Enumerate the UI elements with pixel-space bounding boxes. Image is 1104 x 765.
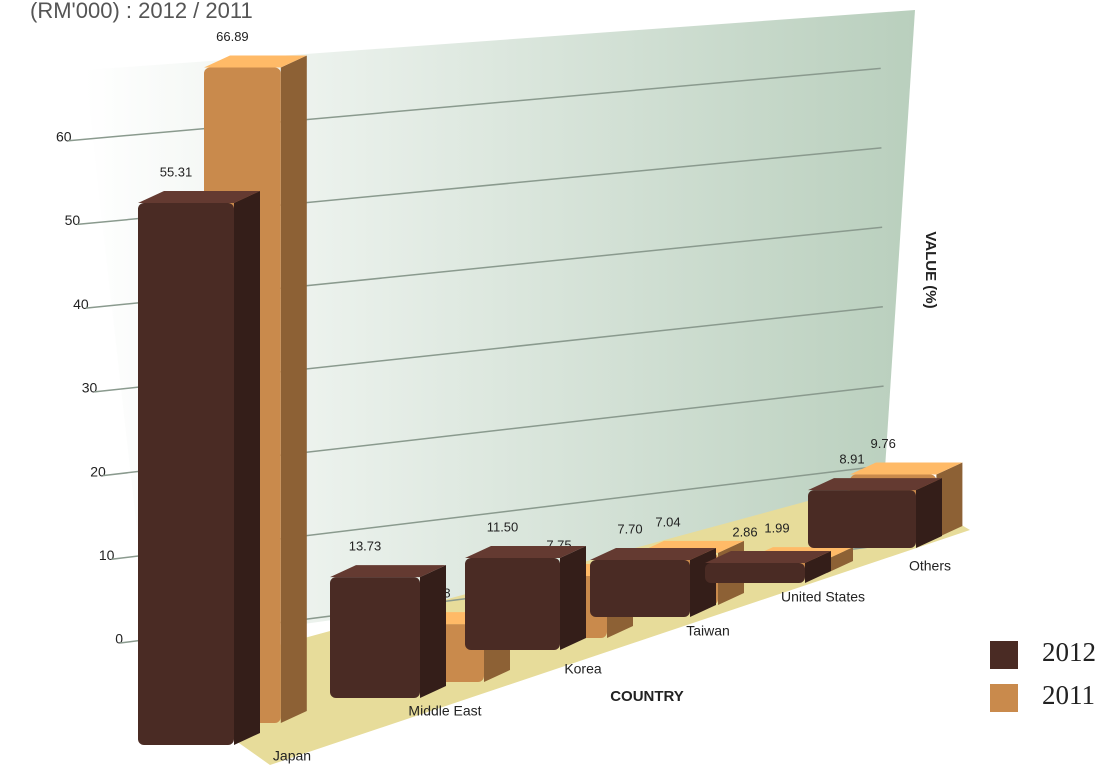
y-tick-label: 50 xyxy=(65,212,81,228)
value-label: 55.31 xyxy=(160,164,193,179)
bar-front xyxy=(808,490,916,548)
value-label: 2.86 xyxy=(732,524,757,539)
bar-side xyxy=(916,478,942,548)
legend: 2012 2011 xyxy=(990,637,1096,712)
bar-front xyxy=(465,558,560,650)
legend-swatch xyxy=(990,641,1018,669)
legend-label: 2011 xyxy=(1042,680,1095,710)
bar-front xyxy=(330,577,420,698)
x-axis-title: COUNTRY xyxy=(610,688,684,705)
bar xyxy=(330,565,446,698)
y-tick-label: 20 xyxy=(90,463,106,479)
bar xyxy=(705,550,831,583)
legend-swatch xyxy=(990,684,1018,712)
y-tick-label: 60 xyxy=(56,128,72,144)
bar xyxy=(465,546,586,650)
y-tick-label: 40 xyxy=(73,296,89,312)
y-tick-label: 30 xyxy=(82,380,98,396)
x-tick-label: Japan xyxy=(273,748,311,764)
bar-top xyxy=(330,565,446,578)
bar-side xyxy=(936,462,963,538)
bar-top xyxy=(808,478,942,491)
value-label: 8.91 xyxy=(839,452,864,467)
x-tick-label: Taiwan xyxy=(686,623,730,639)
x-tick-label: Korea xyxy=(564,661,602,677)
bar-top xyxy=(465,546,586,558)
bar xyxy=(808,478,942,548)
grid-line xyxy=(68,67,881,142)
value-label: 1.99 xyxy=(764,521,789,536)
bar-side xyxy=(234,190,260,745)
value-label: 7.04 xyxy=(655,514,680,529)
bar-side xyxy=(280,55,307,723)
y-axis-title: VALUE (%) xyxy=(922,231,939,308)
x-tick-label: Others xyxy=(909,558,951,574)
bar-side xyxy=(827,547,853,573)
bar-top xyxy=(705,550,831,563)
bar-side xyxy=(805,550,831,583)
bar-side xyxy=(560,546,586,650)
value-label: 13.73 xyxy=(349,539,382,554)
y-tick-label: 0 xyxy=(115,631,123,647)
bar-top xyxy=(590,548,716,561)
bar-front xyxy=(138,202,234,745)
bar-front xyxy=(705,562,805,583)
legend-label: 2012 xyxy=(1042,637,1096,667)
chart-title: (RM'000) : 2012 / 2011 xyxy=(30,0,253,23)
x-tick-label: United States xyxy=(781,589,865,605)
bar-front xyxy=(590,560,690,617)
value-label: 7.70 xyxy=(617,521,642,536)
bar-side xyxy=(420,565,446,698)
bar xyxy=(590,548,716,617)
bar-top xyxy=(138,190,260,203)
value-label: 9.76 xyxy=(871,436,896,451)
bar xyxy=(138,190,260,745)
bar-top xyxy=(850,462,963,475)
bar-top xyxy=(204,55,307,68)
x-tick-label: Middle East xyxy=(408,703,481,719)
value-label: 11.50 xyxy=(487,519,519,534)
y-tick-label: 10 xyxy=(99,547,115,563)
value-label: 66.89 xyxy=(216,29,249,44)
